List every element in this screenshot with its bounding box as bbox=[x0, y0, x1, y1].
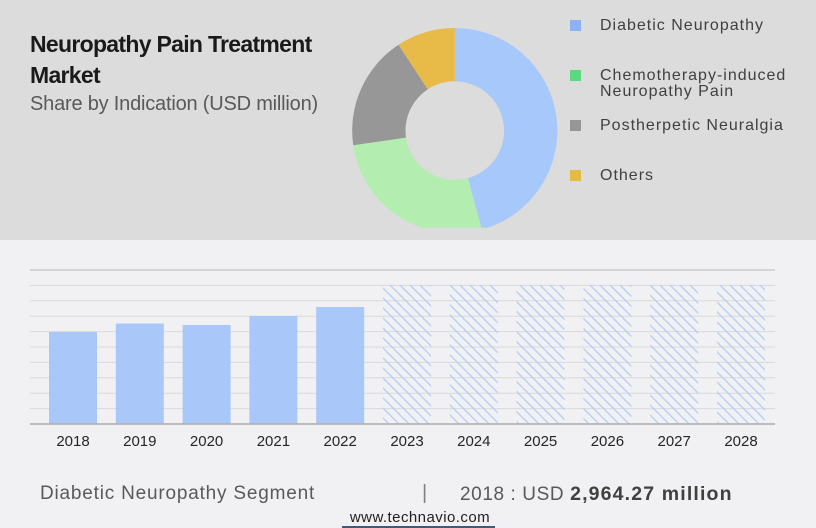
svg-text:2025: 2025 bbox=[524, 433, 557, 450]
svg-text:2027: 2027 bbox=[658, 433, 691, 450]
svg-text:2024: 2024 bbox=[457, 433, 490, 450]
svg-text:2023: 2023 bbox=[390, 433, 423, 450]
svg-text:2021: 2021 bbox=[257, 433, 290, 450]
svg-text:2020: 2020 bbox=[190, 433, 223, 450]
svg-text:2028: 2028 bbox=[724, 433, 757, 450]
svg-text:2018: 2018 bbox=[56, 433, 89, 450]
svg-text:2022: 2022 bbox=[324, 433, 357, 450]
svg-text:2019: 2019 bbox=[123, 433, 156, 450]
svg-text:2026: 2026 bbox=[591, 433, 624, 450]
